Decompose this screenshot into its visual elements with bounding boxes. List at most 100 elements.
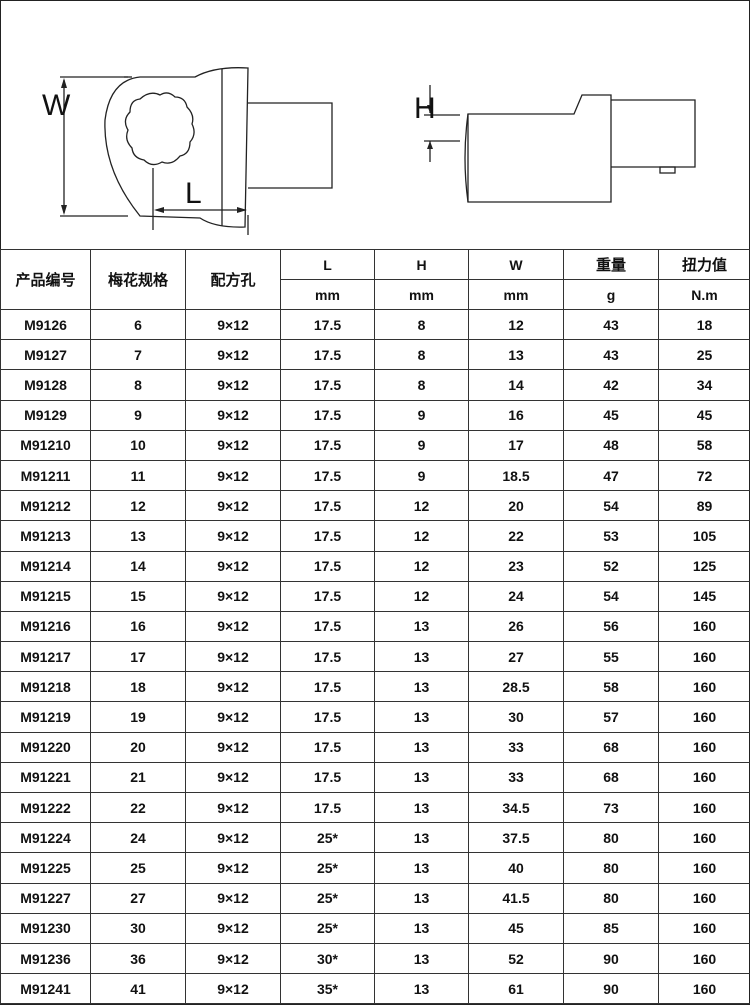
cell-torque: 160 — [658, 701, 750, 733]
cell-product-code: M91219 — [0, 701, 91, 733]
unit-w: mm — [468, 279, 564, 310]
cell-torque: 160 — [658, 852, 750, 884]
cell-w-value: 22 — [468, 520, 564, 552]
unit-h: mm — [374, 279, 469, 310]
cell-ring-size: 22 — [90, 791, 186, 824]
cell-w-value: 18.5 — [468, 459, 564, 492]
cell-h-value: 12 — [374, 490, 469, 522]
cell-l-value: 17.5 — [280, 550, 375, 582]
cell-h-value: 13 — [374, 701, 469, 733]
front-view-drawing — [60, 67, 333, 235]
header-weight: 重量 — [563, 249, 659, 280]
cell-weight: 90 — [563, 942, 659, 975]
cell-ring-size: 20 — [90, 731, 186, 763]
cell-w-value: 33 — [468, 731, 564, 763]
cell-ring-size: 36 — [90, 942, 186, 975]
header-w: W — [468, 249, 564, 280]
cell-square-hole: 9×12 — [185, 429, 281, 461]
cell-product-code: M91217 — [0, 641, 91, 673]
cell-product-code: M91230 — [0, 912, 91, 944]
cell-product-code: M91214 — [0, 550, 91, 582]
technical-drawing: W L H — [42, 67, 696, 235]
cell-torque: 145 — [658, 580, 750, 612]
table-row: M91213 13 9×12 17.5 12 22 53 105 — [0, 520, 750, 552]
cell-weight: 85 — [563, 912, 659, 944]
cell-square-hole: 9×12 — [185, 369, 281, 401]
cell-weight: 80 — [563, 882, 659, 914]
header-square-hole: 配方孔 — [185, 249, 281, 310]
table-row: M91219 19 9×12 17.5 13 30 57 160 — [0, 701, 750, 733]
cell-torque: 160 — [658, 671, 750, 703]
cell-h-value: 13 — [374, 671, 469, 703]
cell-h-value: 9 — [374, 459, 469, 492]
cell-h-value: 13 — [374, 641, 469, 673]
units-row: mm mm mm g N.m — [1, 279, 750, 310]
cell-w-value: 26 — [468, 610, 564, 643]
cell-product-code: M91216 — [0, 610, 91, 643]
unit-torque: N.m — [658, 279, 750, 310]
cell-square-hole: 9×12 — [185, 550, 281, 582]
dimension-label-h: H — [414, 92, 436, 125]
cell-h-value: 13 — [374, 973, 469, 1005]
cell-l-value: 17.5 — [280, 459, 375, 492]
cell-ring-size: 6 — [90, 308, 186, 341]
cell-weight: 58 — [563, 671, 659, 703]
cell-torque: 34 — [658, 369, 750, 401]
cell-product-code: M91211 — [0, 459, 91, 492]
dimension-label-w: W — [42, 89, 71, 122]
cell-h-value: 13 — [374, 731, 469, 763]
cell-ring-size: 18 — [90, 671, 186, 703]
table-row: M9129 9 9×12 17.5 9 16 45 45 — [0, 399, 750, 431]
cell-weight: 43 — [563, 308, 659, 341]
cell-square-hole: 9×12 — [185, 731, 281, 763]
cell-ring-size: 9 — [90, 399, 186, 431]
cell-h-value: 13 — [374, 610, 469, 643]
table-row: M91224 24 9×12 25* 13 37.5 80 160 — [0, 822, 750, 854]
cell-h-value: 8 — [374, 339, 469, 371]
cell-h-value: 13 — [374, 761, 469, 794]
cell-w-value: 52 — [468, 942, 564, 975]
cell-weight: 54 — [563, 490, 659, 522]
cell-square-hole: 9×12 — [185, 490, 281, 522]
cell-product-code: M9127 — [0, 339, 91, 371]
table-row: M91210 10 9×12 17.5 9 17 48 58 — [0, 429, 750, 461]
cell-ring-size: 13 — [90, 520, 186, 552]
cell-w-value: 45 — [468, 912, 564, 944]
cell-torque: 160 — [658, 731, 750, 763]
cell-h-value: 13 — [374, 852, 469, 884]
cell-l-value: 17.5 — [280, 308, 375, 341]
cell-w-value: 61 — [468, 973, 564, 1005]
cell-square-hole: 9×12 — [185, 308, 281, 341]
cell-l-value: 25* — [280, 852, 375, 884]
cell-l-value: 17.5 — [280, 520, 375, 552]
cell-square-hole: 9×12 — [185, 973, 281, 1005]
cell-square-hole: 9×12 — [185, 580, 281, 612]
cell-torque: 89 — [658, 490, 750, 522]
header-ring-size: 梅花规格 — [90, 249, 186, 310]
cell-ring-size: 10 — [90, 429, 186, 461]
cell-w-value: 24 — [468, 580, 564, 612]
dimension-label-l: L — [185, 177, 202, 210]
cell-product-code: M91236 — [0, 942, 91, 975]
cell-h-value: 8 — [374, 308, 469, 341]
cell-weight: 45 — [563, 399, 659, 431]
cell-l-value: 17.5 — [280, 671, 375, 703]
cell-square-hole: 9×12 — [185, 791, 281, 824]
cell-torque: 160 — [658, 942, 750, 975]
cell-l-value: 17.5 — [280, 399, 375, 431]
header-product-code: 产品编号 — [0, 249, 91, 310]
cell-l-value: 17.5 — [280, 761, 375, 794]
cell-h-value: 12 — [374, 520, 469, 552]
cell-torque: 160 — [658, 973, 750, 1005]
cell-ring-size: 41 — [90, 973, 186, 1005]
cell-square-hole: 9×12 — [185, 520, 281, 552]
cell-weight: 80 — [563, 822, 659, 854]
cell-h-value: 9 — [374, 429, 469, 461]
cell-product-code: M91221 — [0, 761, 91, 794]
cell-torque: 18 — [658, 308, 750, 341]
cell-weight: 43 — [563, 339, 659, 371]
cell-weight: 53 — [563, 520, 659, 552]
cell-product-code: M91218 — [0, 671, 91, 703]
cell-square-hole: 9×12 — [185, 459, 281, 492]
cell-weight: 54 — [563, 580, 659, 612]
